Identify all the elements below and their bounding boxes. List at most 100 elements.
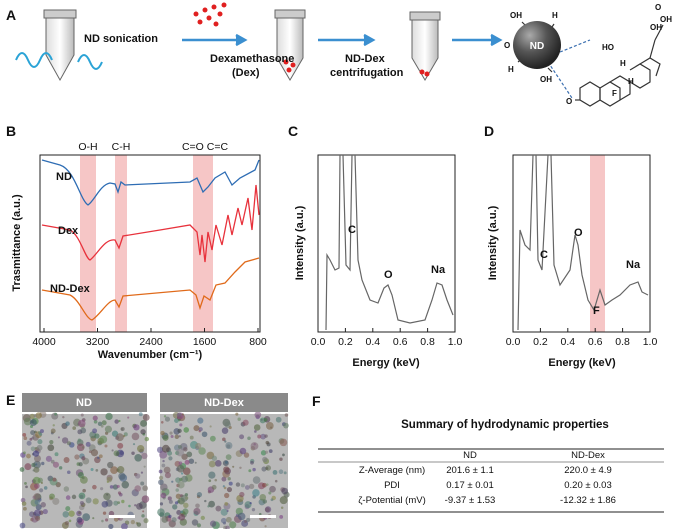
particle [120, 426, 125, 432]
axis-label: Intensity (a.u.) [294, 205, 306, 280]
particle [224, 492, 230, 499]
particle [164, 472, 171, 479]
particle [109, 485, 114, 489]
particle [168, 514, 172, 519]
particle [224, 502, 229, 506]
table-cell: 0.17 ± 0.01 [446, 480, 493, 491]
particle [193, 507, 201, 515]
particle [58, 466, 63, 470]
scale-bar [109, 515, 135, 518]
particle [134, 504, 137, 507]
particle [23, 451, 26, 455]
particle [29, 437, 33, 441]
particle [260, 418, 263, 421]
particle [168, 456, 173, 461]
particle [92, 415, 98, 421]
particle [76, 443, 85, 452]
x-tick-label: 0.0 [311, 336, 326, 348]
particle [220, 508, 228, 516]
particle [131, 451, 135, 456]
particle [252, 476, 261, 484]
particle [62, 511, 69, 518]
particle [198, 447, 206, 455]
step-label: Dexamethasone [210, 53, 294, 65]
particle [188, 458, 195, 464]
particle [92, 484, 97, 490]
particle [252, 467, 256, 472]
particle [265, 422, 274, 430]
particle [78, 419, 86, 428]
particle [142, 485, 149, 492]
particle [97, 421, 103, 427]
particle [186, 451, 193, 458]
particle [225, 516, 232, 523]
particle [117, 442, 124, 449]
column-header: ND-Dex [571, 450, 605, 461]
particle [225, 454, 232, 461]
particle [160, 483, 168, 491]
axis-label: Intensity (a.u.) [487, 205, 499, 280]
particle [104, 425, 112, 433]
tem-images [19, 410, 290, 529]
particle [133, 424, 140, 431]
particle [264, 506, 272, 513]
particle [100, 487, 104, 491]
particle [160, 492, 167, 499]
particle [66, 441, 72, 446]
plot-frame [39, 154, 261, 333]
particle [101, 420, 107, 426]
table-cell: Z-Average (nm) [359, 465, 425, 476]
particle [30, 430, 36, 436]
particle [201, 431, 208, 438]
particle [208, 500, 216, 508]
particle [223, 486, 227, 490]
particle [78, 462, 83, 467]
particle [113, 517, 119, 522]
particle [243, 452, 250, 458]
particle [177, 428, 182, 434]
particle [121, 523, 128, 529]
particle [157, 508, 165, 517]
particle [184, 459, 190, 465]
x-tick-label: 0.8 [420, 336, 435, 348]
particle [98, 454, 103, 459]
particle [117, 517, 121, 521]
peak-label: O [384, 269, 393, 281]
particle [170, 434, 174, 439]
particle [143, 518, 149, 524]
particle [81, 446, 85, 449]
particle [22, 506, 27, 511]
particle [140, 419, 148, 427]
particle [158, 479, 164, 486]
particle [33, 493, 41, 501]
particle [209, 435, 216, 442]
particle [33, 509, 42, 517]
series-label: ND-Dex [50, 283, 91, 295]
particle [101, 500, 109, 508]
particle [52, 461, 59, 468]
peak-label: O [574, 227, 583, 239]
particle [239, 491, 245, 498]
particle [47, 444, 55, 452]
particle [141, 452, 148, 460]
particle [65, 506, 71, 512]
particle [239, 447, 247, 455]
particle [176, 464, 185, 473]
particle [111, 449, 114, 452]
particle [237, 512, 246, 521]
particle [265, 440, 270, 445]
particle [105, 412, 113, 421]
particle [52, 424, 55, 427]
particle [95, 469, 99, 472]
particle [26, 440, 32, 446]
particle [64, 521, 70, 526]
atom-label: HO [602, 43, 614, 52]
panel-label: D [484, 123, 494, 139]
particle [66, 470, 71, 475]
particle [224, 421, 232, 428]
image-header [160, 393, 288, 412]
particle [76, 516, 83, 523]
particle [80, 475, 88, 484]
particle [220, 517, 227, 524]
particle [226, 509, 229, 512]
